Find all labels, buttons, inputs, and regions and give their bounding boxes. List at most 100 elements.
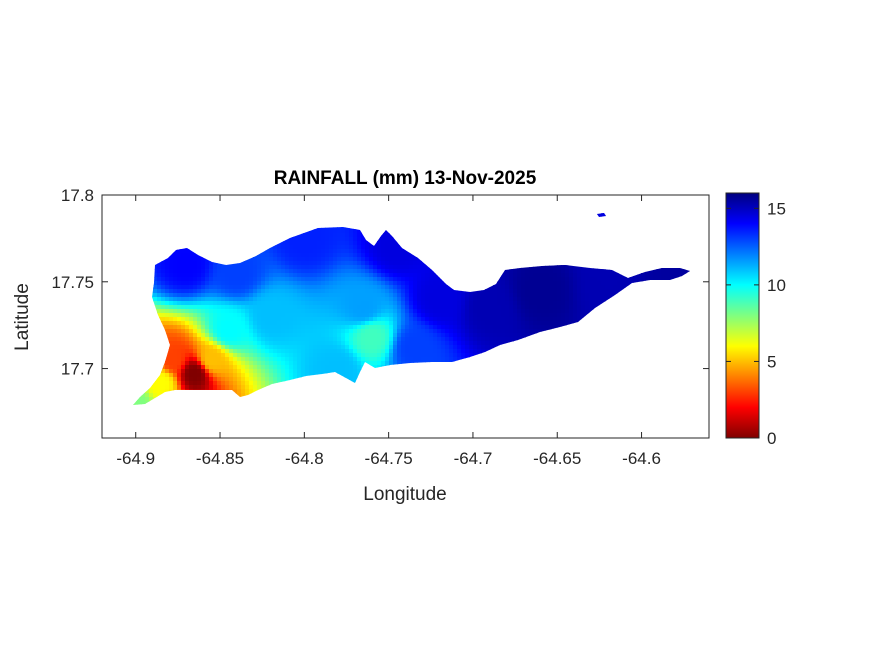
heatmap-cell <box>541 313 546 318</box>
heatmap-cell <box>189 289 194 294</box>
heatmap-cell <box>653 273 658 278</box>
heatmap-cell <box>297 253 302 258</box>
heatmap-cell <box>245 321 250 326</box>
heatmap-cell <box>217 341 222 346</box>
heatmap-cell <box>157 261 162 266</box>
heatmap-cell <box>473 305 478 310</box>
heatmap-cell <box>309 229 314 234</box>
heatmap-cell <box>293 329 298 334</box>
heatmap-cell <box>385 237 390 242</box>
heatmap-cell <box>433 297 438 302</box>
heatmap-cell <box>273 245 278 250</box>
heatmap-cell <box>561 281 566 286</box>
heatmap-cell <box>577 317 582 322</box>
heatmap-cell <box>301 277 306 282</box>
heatmap-cell <box>421 273 426 278</box>
heatmap-cell <box>353 261 358 266</box>
heatmap-cell <box>393 309 398 314</box>
heatmap-cell <box>441 317 446 322</box>
heatmap-cell <box>285 293 290 298</box>
heatmap-cell <box>529 301 534 306</box>
heatmap-cell <box>177 309 182 314</box>
heatmap-cell <box>497 293 502 298</box>
heatmap-cell <box>301 325 306 330</box>
heatmap-cell <box>601 269 606 274</box>
heatmap-cell <box>493 333 498 338</box>
heatmap-cell <box>565 293 570 298</box>
heatmap-cell <box>569 273 574 278</box>
heatmap-cell <box>269 297 274 302</box>
heatmap-cell <box>221 313 226 318</box>
heatmap-cell <box>229 341 234 346</box>
heatmap-cell <box>505 269 510 274</box>
heatmap-cell <box>469 313 474 318</box>
heatmap-cell <box>221 337 226 342</box>
heatmap-cell <box>569 293 574 298</box>
heatmap-cell <box>393 289 398 294</box>
heatmap-cell <box>229 289 234 294</box>
heatmap-cell <box>425 281 430 286</box>
heatmap-cell <box>397 341 402 346</box>
heatmap-cell <box>181 301 186 306</box>
heatmap-cell <box>381 329 386 334</box>
heatmap-cell <box>569 269 574 274</box>
heatmap-cell <box>193 269 198 274</box>
heatmap-cell <box>301 341 306 346</box>
heatmap-cell <box>245 329 250 334</box>
heatmap-cell <box>253 289 258 294</box>
heatmap-cell <box>481 325 486 330</box>
heatmap-cell <box>297 265 302 270</box>
heatmap-cell <box>305 325 310 330</box>
heatmap-cell <box>613 273 618 278</box>
heatmap-cell <box>513 285 518 290</box>
heatmap-cell <box>513 325 518 330</box>
heatmap-cell <box>289 313 294 318</box>
heatmap-cell <box>637 277 642 282</box>
heatmap-cell <box>405 297 410 302</box>
heatmap-cell <box>193 297 198 302</box>
heatmap-cell <box>561 301 566 306</box>
heatmap-cell <box>341 253 346 258</box>
heatmap-cell <box>349 237 354 242</box>
heatmap-cell <box>321 253 326 258</box>
heatmap-cell <box>445 321 450 326</box>
heatmap-cell <box>301 305 306 310</box>
heatmap-cell <box>173 293 178 298</box>
heatmap-cell <box>381 233 386 238</box>
heatmap-cell <box>401 309 406 314</box>
heatmap-cell <box>397 329 402 334</box>
heatmap-cell <box>345 301 350 306</box>
heatmap-cell <box>605 277 610 282</box>
heatmap-cell <box>181 337 186 342</box>
heatmap-cell <box>293 253 298 258</box>
heatmap-cell <box>305 261 310 266</box>
heatmap-cell <box>341 273 346 278</box>
heatmap-cell <box>309 261 314 266</box>
heatmap-cell <box>389 289 394 294</box>
heatmap-cell <box>417 285 422 290</box>
heatmap-cell <box>377 257 382 262</box>
heatmap-cell <box>409 333 414 338</box>
heatmap-cell <box>525 325 530 330</box>
heatmap-cell <box>617 277 622 282</box>
heatmap-cell <box>225 313 230 318</box>
heatmap-cell <box>333 301 338 306</box>
heatmap-cell <box>353 333 358 338</box>
heatmap-cell <box>497 305 502 310</box>
heatmap-cell <box>213 305 218 310</box>
heatmap-cell <box>341 341 346 346</box>
heatmap-cell <box>549 301 554 306</box>
heatmap-cell <box>361 321 366 326</box>
heatmap-cell <box>193 325 198 330</box>
heatmap-cell <box>549 317 554 322</box>
heatmap-cell <box>293 245 298 250</box>
heatmap-cell <box>473 341 478 346</box>
heatmap-cell <box>433 277 438 282</box>
heatmap-cell <box>409 297 414 302</box>
heatmap-cell <box>313 257 318 262</box>
heatmap-cell <box>325 245 330 250</box>
heatmap-cell <box>309 289 314 294</box>
heatmap-cell <box>465 321 470 326</box>
heatmap-cell <box>277 317 282 322</box>
heatmap-cell <box>241 261 246 266</box>
